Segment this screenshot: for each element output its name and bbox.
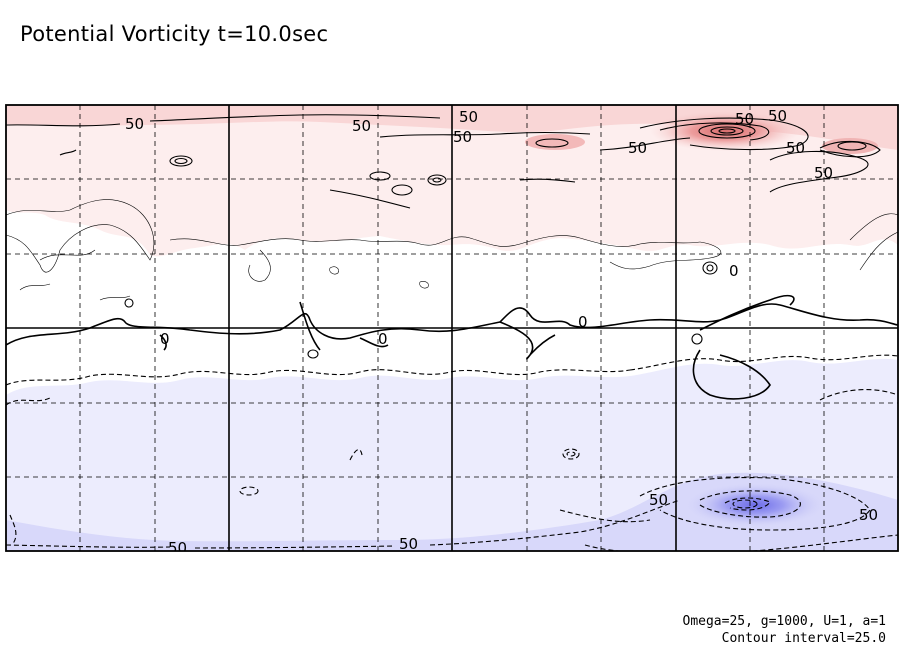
contour-label: 50 <box>649 491 668 509</box>
contour-label: 50 <box>786 139 805 157</box>
zero-contour <box>6 294 898 400</box>
contour-label: 0 <box>378 330 388 348</box>
negative-contours <box>6 354 898 551</box>
contour-label: 50 <box>459 108 478 126</box>
contour-label: 50 <box>814 164 833 182</box>
contour-label: 50 <box>352 117 371 135</box>
fringe-contours <box>6 199 898 301</box>
contour-label: 50 <box>768 107 787 125</box>
negative-band <box>6 472 898 551</box>
negative-min <box>685 483 825 527</box>
chart-title: Potential Vorticity t=10.0sec <box>20 22 329 46</box>
contour-label: 50 <box>168 539 187 557</box>
positive-max <box>650 111 800 151</box>
contour-label: 0 <box>160 330 170 348</box>
contour-label: 50 <box>125 115 144 133</box>
contour-label: 50 <box>453 128 472 146</box>
contour-interval-note: Contour interval=25.0 <box>721 631 886 646</box>
contour-label: 0 <box>729 262 739 280</box>
model-parameters: Omega=25, g=1000, U=1, a=1 <box>682 614 887 629</box>
positive-contours <box>6 114 881 359</box>
contour-label: 50 <box>859 506 878 524</box>
parameter-legend: Omega=25, g=1000, U=1, a=1 Contour inter… <box>683 613 887 647</box>
contour-label: 50 <box>628 139 647 157</box>
positive-secondary <box>525 134 585 150</box>
contour-label: 50 <box>735 110 754 128</box>
contour-label: 0 <box>578 313 588 331</box>
positive-third <box>822 138 878 154</box>
plot-frame <box>5 104 899 552</box>
contour-label: 50 <box>399 535 418 553</box>
contour-labels: 50 50 50 50 50 50 50 0 0 0 0 50 50 50 50… <box>125 107 878 557</box>
